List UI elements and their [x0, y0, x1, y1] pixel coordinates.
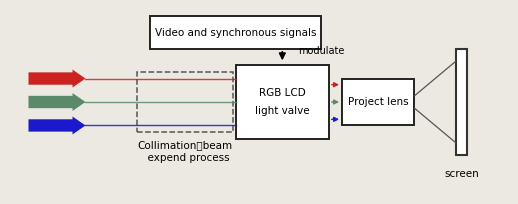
Bar — [342, 79, 414, 125]
Bar — [456, 49, 467, 155]
Text: Collimation、beam
  expend process: Collimation、beam expend process — [138, 140, 233, 163]
Bar — [236, 65, 329, 139]
Bar — [137, 72, 233, 132]
Text: modulate: modulate — [298, 46, 344, 56]
Text: Video and synchronous signals: Video and synchronous signals — [155, 28, 316, 38]
Text: screen: screen — [444, 169, 479, 179]
Text: Project lens: Project lens — [348, 97, 409, 107]
Text: RGB LCD: RGB LCD — [259, 88, 306, 98]
Bar — [150, 16, 321, 49]
Polygon shape — [28, 93, 85, 111]
Text: light valve: light valve — [255, 106, 310, 116]
Polygon shape — [28, 116, 85, 134]
Polygon shape — [28, 70, 85, 88]
